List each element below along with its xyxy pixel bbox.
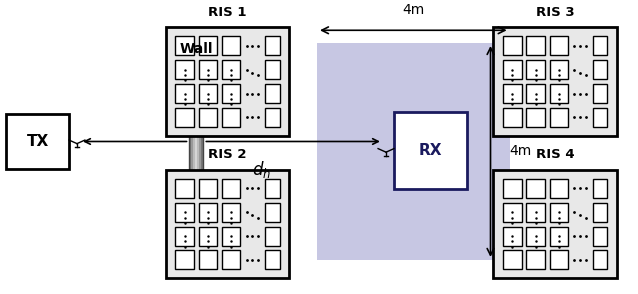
Bar xyxy=(193,67,195,267)
Bar xyxy=(503,179,522,198)
Bar xyxy=(222,36,241,55)
Bar xyxy=(503,36,522,55)
Bar xyxy=(549,250,568,270)
Bar xyxy=(593,36,607,55)
Text: RIS 1: RIS 1 xyxy=(208,6,247,19)
Bar xyxy=(222,108,241,127)
Bar xyxy=(549,179,568,198)
Bar xyxy=(198,203,217,222)
Bar xyxy=(503,108,522,127)
Bar xyxy=(175,36,194,55)
Bar xyxy=(549,36,568,55)
Bar xyxy=(549,84,568,103)
Bar xyxy=(593,203,607,222)
Bar xyxy=(503,203,522,222)
Bar xyxy=(166,27,290,136)
Bar xyxy=(222,84,241,103)
Bar xyxy=(189,67,191,267)
Bar xyxy=(265,179,279,198)
Bar xyxy=(175,60,194,79)
Bar xyxy=(317,43,510,260)
Bar xyxy=(526,84,545,103)
Bar xyxy=(200,67,202,267)
Bar xyxy=(175,250,194,270)
Text: $d_h$: $d_h$ xyxy=(252,158,271,180)
Bar xyxy=(175,108,194,127)
Bar xyxy=(197,67,200,267)
Bar xyxy=(195,67,197,267)
Text: 4m: 4m xyxy=(402,4,424,17)
Bar xyxy=(198,250,217,270)
Bar xyxy=(593,250,607,270)
Bar xyxy=(6,114,70,168)
Bar xyxy=(175,227,194,245)
Bar xyxy=(503,84,522,103)
Bar xyxy=(493,27,617,136)
Bar xyxy=(191,67,193,267)
Bar xyxy=(503,60,522,79)
Bar xyxy=(549,108,568,127)
Bar xyxy=(166,170,290,278)
Text: RX: RX xyxy=(419,143,442,158)
Bar xyxy=(549,227,568,245)
Text: TX: TX xyxy=(26,134,48,149)
Bar xyxy=(593,227,607,245)
Bar xyxy=(265,108,279,127)
Text: RIS 3: RIS 3 xyxy=(536,6,575,19)
Bar xyxy=(549,203,568,222)
Bar xyxy=(503,227,522,245)
Bar xyxy=(265,250,279,270)
Bar xyxy=(265,36,279,55)
Bar xyxy=(593,108,607,127)
Bar xyxy=(526,179,545,198)
Bar xyxy=(526,227,545,245)
Bar xyxy=(198,84,217,103)
Bar xyxy=(526,60,545,79)
Bar xyxy=(265,227,279,245)
Bar xyxy=(394,111,466,188)
Bar xyxy=(198,36,217,55)
Bar xyxy=(175,179,194,198)
Text: 4m: 4m xyxy=(510,144,532,158)
Bar xyxy=(265,60,279,79)
Bar xyxy=(503,250,522,270)
Bar xyxy=(198,179,217,198)
Bar xyxy=(265,203,279,222)
Bar xyxy=(222,250,241,270)
Bar xyxy=(222,60,241,79)
Bar xyxy=(198,108,217,127)
Bar xyxy=(549,60,568,79)
Bar xyxy=(175,84,194,103)
Bar xyxy=(593,179,607,198)
Bar xyxy=(189,67,204,267)
Bar xyxy=(526,250,545,270)
Bar xyxy=(222,227,241,245)
Bar xyxy=(222,203,241,222)
Text: RIS 2: RIS 2 xyxy=(208,148,247,161)
Bar xyxy=(198,60,217,79)
Bar xyxy=(493,170,617,278)
Text: Wall: Wall xyxy=(180,42,213,56)
Bar xyxy=(198,227,217,245)
Text: RIS 4: RIS 4 xyxy=(536,148,575,161)
Bar xyxy=(593,60,607,79)
Bar xyxy=(526,108,545,127)
Bar xyxy=(222,179,241,198)
Bar xyxy=(202,67,204,267)
Bar xyxy=(526,203,545,222)
Bar xyxy=(265,84,279,103)
Bar xyxy=(175,203,194,222)
Bar xyxy=(526,36,545,55)
Bar xyxy=(593,84,607,103)
